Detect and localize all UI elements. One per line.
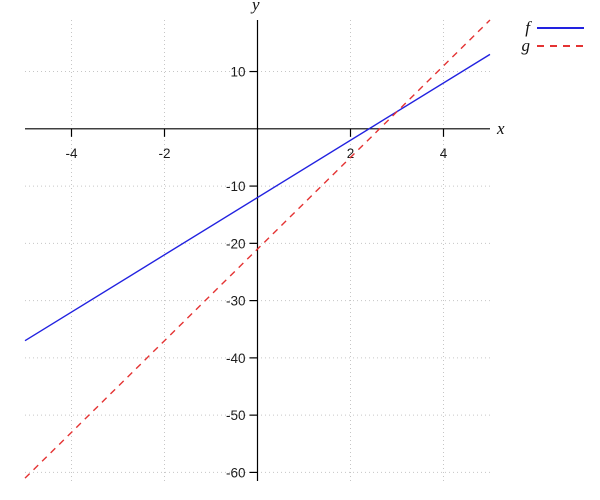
x-tick-label--2: -2 — [158, 146, 170, 161]
x-tick-label-2: 2 — [347, 146, 355, 161]
legend-label-g: g — [521, 36, 531, 55]
y-tick-label-10: 10 — [230, 65, 245, 80]
y-axis-label: y — [252, 0, 260, 14]
y-tick-label--60: -60 — [226, 465, 246, 480]
legend-line-sample-g — [537, 45, 584, 47]
x-tick-label-4: 4 — [440, 146, 448, 161]
legend-item-f: f — [502, 18, 584, 37]
legend-item-g: g — [502, 36, 584, 55]
legend-line-sample-f — [537, 27, 584, 29]
legend-label-f: f — [525, 18, 530, 37]
y-tick-label--50: -50 — [226, 408, 246, 423]
y-tick-label--20: -20 — [226, 236, 246, 251]
legend: f g — [502, 18, 584, 55]
y-tick-label--10: -10 — [226, 179, 246, 194]
x-tick-label--4: -4 — [65, 146, 77, 161]
y-tick-label--40: -40 — [226, 351, 246, 366]
y-tick-label--30: -30 — [226, 294, 246, 309]
series-line-f — [24, 53, 491, 342]
x-axis-label: x — [497, 119, 505, 138]
series-line-g — [24, 19, 491, 479]
